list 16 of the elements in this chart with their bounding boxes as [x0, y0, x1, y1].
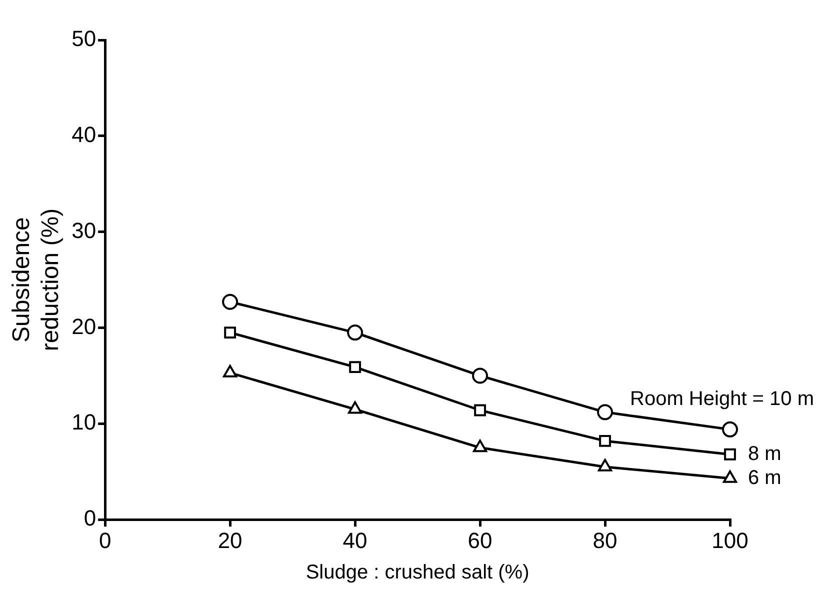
x-tick-label: 60: [468, 528, 492, 553]
x-tick-label: 20: [218, 528, 242, 553]
x-tick-label: 40: [342, 528, 368, 553]
series-label: 6 m: [748, 466, 782, 489]
y-tick-label: 50: [72, 26, 96, 52]
y-tick-label: 20: [72, 314, 96, 339]
y-tick-label: 30: [72, 218, 96, 243]
x-axis-title: Sludge : crushed salt (%): [306, 562, 530, 584]
x-tick-label: 80: [592, 528, 618, 553]
y-axis-title: Subsidence reduction (%): [8, 208, 64, 352]
x-tick-label: 100: [712, 528, 748, 553]
y-tick-label: 10: [72, 410, 96, 435]
y-tick-label: 0: [84, 506, 96, 531]
y-tick-label: 40: [72, 122, 96, 147]
series-label: Room Height = 10 m: [630, 388, 814, 410]
series-label: 8 m: [748, 442, 782, 465]
